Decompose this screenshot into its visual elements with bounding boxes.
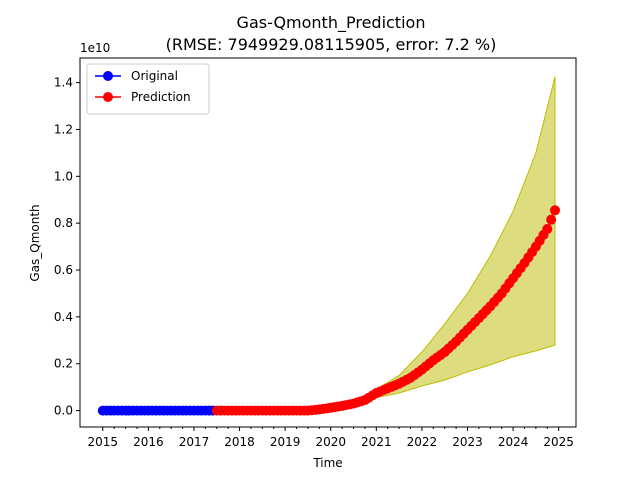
series-layer: [97, 205, 561, 416]
x-axis-label: Time: [312, 456, 342, 470]
legend-marker-prediction: [103, 92, 113, 102]
x-tick-label: 2019: [270, 435, 301, 449]
chart-title: Gas-Qmonth_Prediction: [237, 13, 426, 33]
x-tick-label: 2025: [543, 435, 574, 449]
x-tick-label: 2015: [88, 435, 119, 449]
x-tick-label: 2021: [361, 435, 392, 449]
y-tick-label: 0.2: [54, 357, 73, 371]
legend-label-original: Original: [131, 69, 178, 83]
chart-subtitle: (RMSE: 7949929.08115905, error: 7.2 %): [166, 35, 497, 54]
x-tick-label: 2024: [498, 435, 529, 449]
y-tick-label: 1.2: [54, 122, 73, 136]
plot-frame: [79, 57, 577, 428]
y-tick-label: 1.4: [54, 76, 73, 90]
y-tick-label: 0.4: [54, 310, 73, 324]
y-axis: 0.0 0.2 0.4 0.6 0.8 1.0 1.2 1.4: [54, 76, 80, 418]
x-tick-label: 2017: [179, 435, 210, 449]
y-axis-label: Gas_Qmonth: [28, 204, 42, 281]
y-tick-label: 0.6: [54, 263, 73, 277]
y-tick-label: 0.8: [54, 216, 73, 230]
x-tick-label: 2023: [452, 435, 483, 449]
x-tick-label: 2022: [407, 435, 438, 449]
prediction-point: [550, 205, 561, 216]
legend-marker-original: [103, 71, 113, 81]
y-scale-label: 1e10: [80, 41, 110, 55]
x-tick-label: 2018: [224, 435, 255, 449]
x-tick-label: 2016: [133, 435, 164, 449]
prediction-point: [546, 214, 557, 225]
prediction-point: [542, 224, 553, 235]
legend: Original Prediction: [86, 63, 210, 115]
y-tick-label: 1.0: [54, 169, 73, 183]
x-tick-label: 2020: [315, 435, 346, 449]
x-axis: 2015 2016 2017 2018 2019 2020 2021 2022 2023 2024…: [88, 427, 574, 449]
y-tick-label: 0.0: [54, 404, 73, 418]
legend-label-prediction: Prediction: [131, 90, 191, 104]
